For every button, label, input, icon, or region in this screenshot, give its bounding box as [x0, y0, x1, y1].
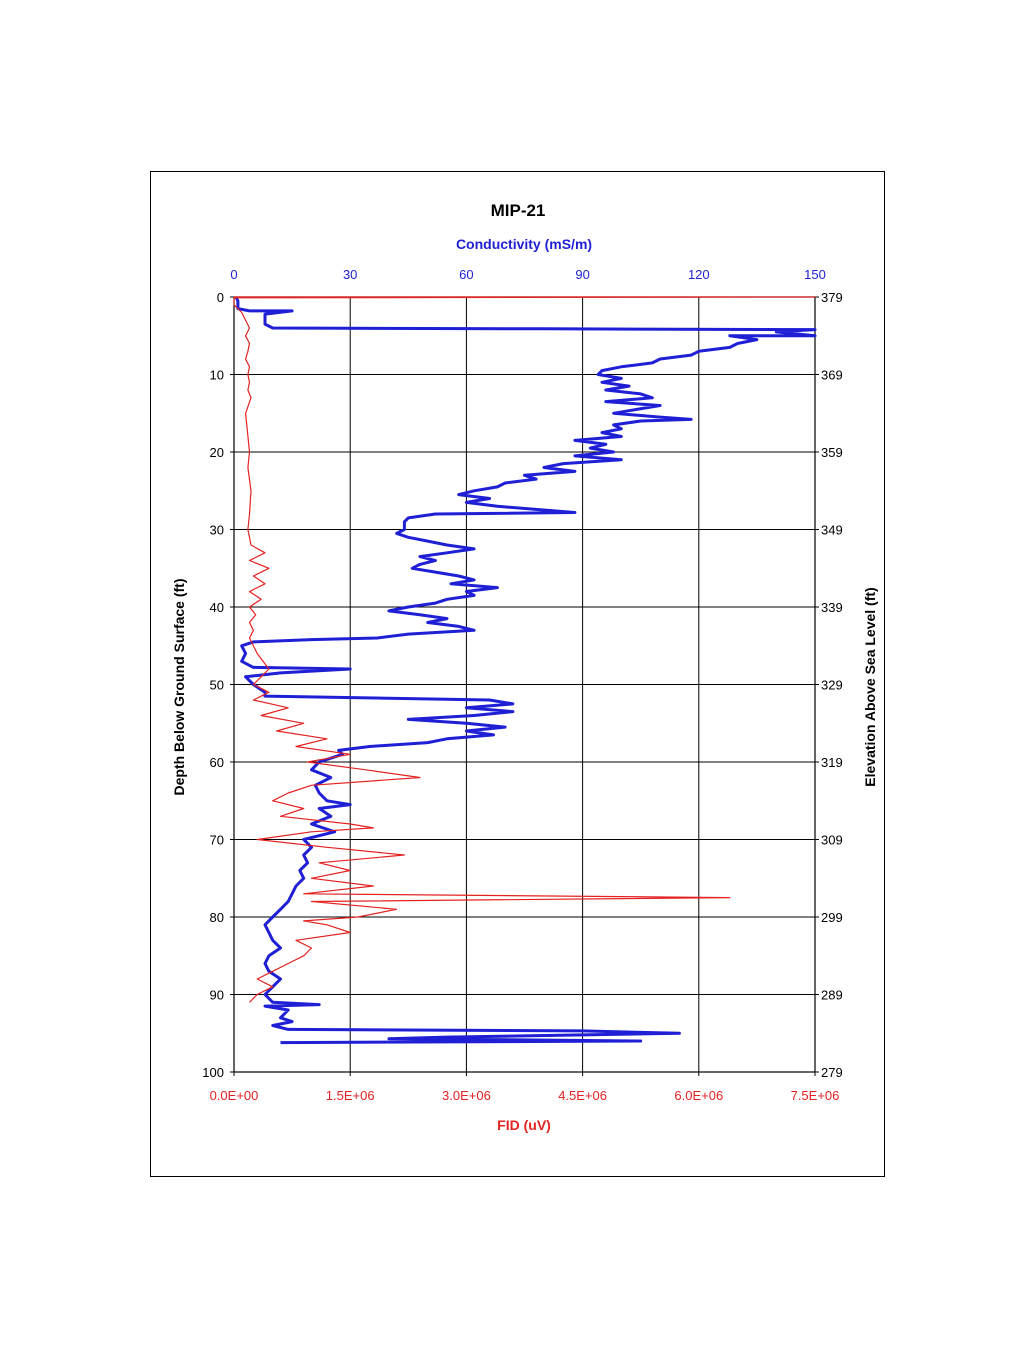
bottom-tick-label: 1.5E+06: [326, 1088, 375, 1103]
right-tick-label: 359: [821, 445, 843, 460]
right-tick-label: 299: [821, 910, 843, 925]
top-axis-label: Conductivity (mS/m): [456, 236, 592, 252]
left-tick-label: 40: [210, 600, 224, 615]
top-tick-label: 90: [575, 267, 589, 282]
right-axis-label: Elevation Above Sea Level (ft): [862, 587, 878, 786]
bottom-axis-label: FID (uV): [497, 1117, 551, 1133]
series-layer: [233, 296, 817, 1045]
top-tick-label: 120: [688, 267, 710, 282]
left-axis-label: Depth Below Ground Surface (ft): [171, 579, 187, 796]
grid-layer: [230, 296, 819, 1076]
right-tick-label: 279: [821, 1065, 843, 1080]
left-tick-label: 90: [210, 988, 224, 1003]
left-tick-label: 10: [210, 368, 224, 383]
top-tick-label: 30: [343, 267, 357, 282]
right-tick-label: 369: [821, 368, 843, 383]
right-tick-label: 289: [821, 988, 843, 1003]
top-tick-label: 0: [230, 267, 237, 282]
left-tick-label: 70: [210, 833, 224, 848]
left-tick-label: 20: [210, 445, 224, 460]
right-tick-label: 329: [821, 678, 843, 693]
right-tick-label: 379: [821, 290, 843, 305]
left-tick-label: 60: [210, 755, 224, 770]
top-tick-label: 60: [459, 267, 473, 282]
right-tick-label: 319: [821, 755, 843, 770]
bottom-tick-label: 6.0E+06: [674, 1088, 723, 1103]
right-tick-label: 349: [821, 523, 843, 538]
left-tick-label: 50: [210, 678, 224, 693]
right-tick-label: 309: [821, 833, 843, 848]
chart-frame: MIP-21 Conductivity (mS/m) FID (uV) Dept…: [150, 171, 885, 1177]
tick-labels: 0 379 10 369 20 359 30 349 40 339 50 329 60 319 70 309 8…: [202, 267, 842, 1103]
bottom-tick-label: 7.5E+06: [791, 1088, 840, 1103]
bottom-tick-label: 0.0E+00: [210, 1088, 259, 1103]
fid-series-line: [233, 296, 816, 1003]
bottom-tick-label: 3.0E+06: [442, 1088, 491, 1103]
left-tick-label: 0: [217, 290, 224, 305]
chart-svg: MIP-21 Conductivity (mS/m) FID (uV) Dept…: [171, 201, 878, 1133]
chart-title: MIP-21: [491, 201, 546, 220]
bottom-tick-label: 4.5E+06: [558, 1088, 607, 1103]
top-tick-label: 150: [804, 267, 826, 282]
conductivity-series-line: [234, 296, 817, 1045]
left-tick-label: 30: [210, 523, 224, 538]
left-tick-label: 80: [210, 910, 224, 925]
right-tick-label: 339: [821, 600, 843, 615]
left-tick-label: 100: [202, 1065, 224, 1080]
